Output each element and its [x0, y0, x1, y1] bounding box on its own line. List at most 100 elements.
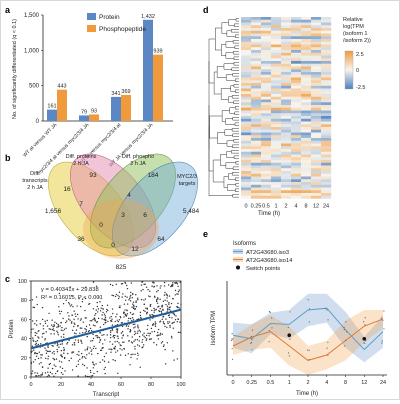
heatmap-cell: [291, 154, 302, 158]
scatter-point: [132, 353, 134, 356]
line-legend-switch-marker: [236, 265, 240, 270]
heatmap-cell: [301, 140, 312, 144]
heatmap-cell: [281, 69, 292, 73]
scatter-point: [89, 347, 91, 349]
heatmap-cell: [261, 66, 272, 70]
heatmap-cell: [271, 187, 282, 191]
heatmap-cell: [291, 80, 302, 84]
heatmap-cell: [271, 140, 282, 144]
heatmap-cell: [241, 47, 252, 51]
scatter-point: [152, 314, 154, 316]
line-x-tick-label: 8: [344, 380, 347, 386]
heatmap-cell: [281, 121, 292, 125]
scatter-point: [46, 319, 48, 322]
scatter-fit-line: [30, 308, 182, 350]
scatter-point: [44, 322, 47, 325]
scatter-point: [129, 296, 131, 298]
heatmap-cell: [311, 69, 322, 73]
bar-y-tick-label: 1,500: [24, 13, 40, 19]
scatter-point: [60, 310, 63, 313]
heatmap-cell: [271, 61, 282, 64]
scatter-point: [68, 359, 70, 362]
heatmap-cell: [261, 149, 272, 152]
scatter-point: [74, 323, 76, 325]
heatmap-cell: [271, 154, 282, 158]
scatter-point: [82, 321, 85, 323]
heatmap-cell: [251, 132, 262, 136]
scatter-point: [76, 305, 78, 307]
scatter-point: [60, 361, 63, 363]
venn-region-count: 184: [148, 172, 159, 179]
scatter-point: [112, 295, 115, 297]
heatmap-cell: [281, 74, 292, 78]
scatter-point: [41, 333, 44, 335]
scatter-x-tick-label: 100: [176, 382, 185, 388]
heatmap-cell: [311, 28, 322, 31]
heatmap-cell: [281, 52, 292, 56]
scatter-point: [114, 320, 116, 323]
line-point: [251, 339, 253, 341]
line-legend-switch-label: Switch points: [246, 266, 280, 272]
scatter-point: [56, 326, 58, 328]
scatter-point: [35, 375, 37, 377]
heatmap-cell: [251, 39, 262, 42]
scatter-point: [97, 308, 100, 310]
venn-label-transcripts-3: 2 h JA: [27, 185, 43, 191]
scatter-point: [58, 292, 61, 295]
scatter-point: [76, 313, 79, 316]
heatmap-cell: [281, 149, 292, 152]
scatter-point: [38, 363, 41, 365]
heatmap-cell: [251, 190, 262, 194]
heatmap-cell: [261, 69, 272, 73]
scatter-point: [131, 336, 133, 338]
heatmap-cell: [321, 58, 332, 62]
scatter-point: [74, 339, 77, 341]
heatmap-cell: [321, 30, 332, 34]
scatter-point: [97, 311, 99, 313]
scatter-y-tick-label: 60: [21, 317, 27, 323]
scatter-point: [59, 313, 61, 315]
heatmap-cell: [281, 176, 292, 180]
heatmap-cell: [261, 30, 272, 34]
scatter-point: [101, 343, 104, 345]
scatter-point: [114, 341, 116, 343]
scatter-point: [155, 308, 157, 311]
heatmap-cell: [281, 160, 292, 163]
heatmap-cell: [281, 94, 292, 97]
scatter-point: [154, 321, 156, 323]
heatmap-cell: [251, 72, 262, 75]
heatmap-cell: [301, 58, 312, 62]
scatter-point: [158, 334, 160, 336]
venn-center-shade: [83, 199, 159, 259]
heatmap-cell: [311, 151, 322, 155]
line-point: [382, 319, 384, 321]
scatter-point: [41, 318, 44, 321]
scatter-point: [82, 332, 84, 334]
scatter-point: [138, 336, 141, 338]
heatmap-cell: [251, 124, 262, 128]
scatter-point: [35, 352, 38, 355]
scatter-point: [119, 305, 121, 307]
scatter-y-tick-label: 100: [18, 279, 27, 285]
heatmap-cell: [271, 149, 282, 152]
scatter-point: [123, 316, 125, 318]
dendrogram-branch: [232, 172, 239, 176]
heatmap-cell: [251, 118, 262, 122]
line-point: [289, 311, 291, 313]
scatter-point: [101, 318, 103, 320]
legend-swatch-phosphopeptide: [87, 25, 96, 32]
heatmap-cell: [241, 176, 252, 180]
heatmap-cell: [251, 173, 262, 177]
scatter-point: [157, 328, 160, 331]
scatter-point: [41, 336, 43, 338]
line-band-iso14: [233, 310, 383, 375]
scatter-point: [31, 350, 33, 352]
scatter-point: [134, 323, 136, 325]
heatmap-cell: [281, 91, 292, 95]
heatmap-cell: [261, 77, 272, 81]
heatmap-cell: [291, 184, 302, 188]
heatmap-x-tick-label: 0.5: [262, 204, 270, 210]
heatmap-cell: [311, 72, 322, 75]
scatter-point: [102, 308, 104, 310]
scatter-point: [156, 298, 158, 301]
